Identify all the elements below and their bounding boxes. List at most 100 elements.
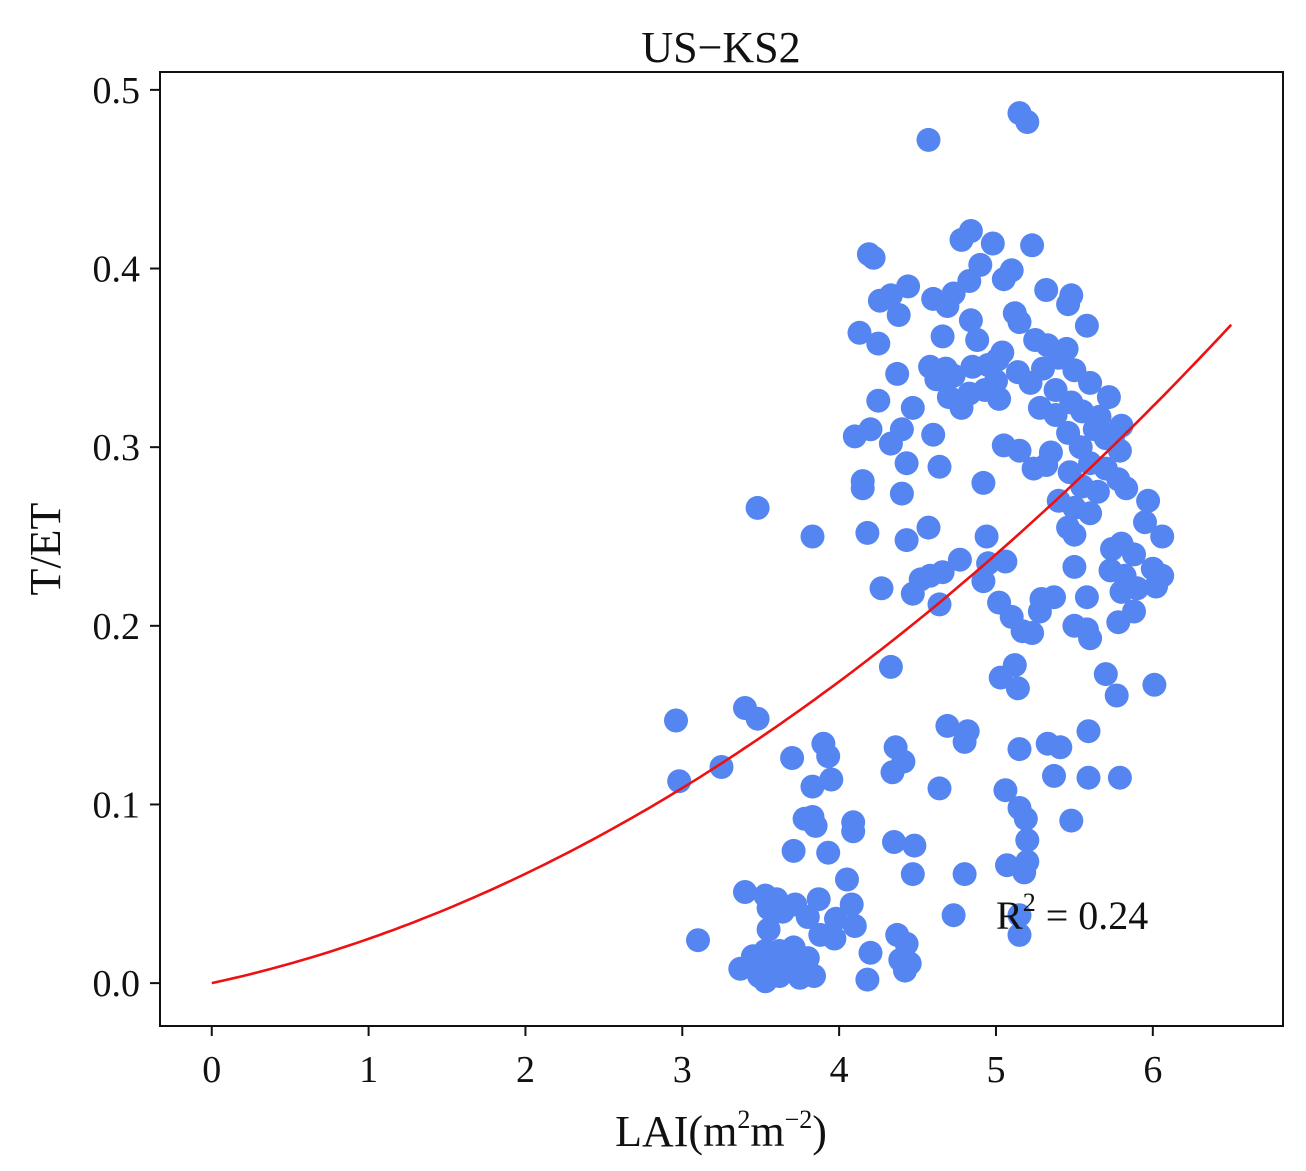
x-axis-title-end: ) (812, 1107, 827, 1156)
x-axis-title: LAI(m2m−2) (615, 1105, 827, 1156)
data-point-22 (886, 303, 911, 327)
r-squared-rest: = 0.24 (1036, 893, 1149, 938)
data-point-152 (935, 713, 960, 738)
scatter-points (664, 101, 1175, 994)
data-point-205 (842, 914, 867, 938)
x-tick-label: 3 (673, 1049, 692, 1091)
data-point-90 (1114, 476, 1139, 501)
data-point-98 (745, 495, 770, 520)
data-point-223 (728, 956, 753, 981)
data-point-186 (816, 840, 841, 865)
data-point-204 (795, 905, 820, 929)
data-point-97 (1078, 501, 1103, 526)
r-squared-sup: 2 (1023, 888, 1036, 917)
data-point-216 (858, 940, 883, 965)
fit-curve (211, 323, 1233, 985)
data-point-5 (980, 231, 1005, 256)
data-point-183 (1015, 828, 1040, 853)
data-point-136 (1106, 610, 1131, 635)
data-point-46 (941, 363, 966, 388)
data-point-167 (1076, 765, 1101, 790)
data-point-206 (756, 917, 781, 942)
data-point-226 (893, 958, 917, 983)
x-axis-title-sup1: 2 (737, 1105, 750, 1134)
x-axis-title-sup2: −2 (785, 1105, 813, 1134)
data-point-170 (819, 767, 844, 792)
data-point-211 (686, 928, 710, 953)
data-point-176 (1013, 806, 1038, 831)
data-point-145 (1093, 662, 1118, 687)
data-point-140 (1010, 619, 1035, 644)
data-point-181 (841, 819, 866, 844)
data-point-144 (988, 665, 1013, 690)
r-squared-annotation: R2 = 0.24 (996, 888, 1148, 938)
y-tick-label: 0.3 (93, 427, 141, 469)
data-point-27 (847, 320, 872, 345)
y-axis-ticks: 0.0 0.1 0.2 0.3 0.4 0.5 (93, 70, 160, 1005)
x-axis-title-mid: m (750, 1107, 784, 1156)
x-tick-label: 6 (1143, 1049, 1162, 1091)
data-point-4 (949, 227, 974, 252)
data-point-141 (1078, 626, 1103, 651)
data-point-135 (1027, 599, 1052, 624)
data-point-166 (1042, 763, 1066, 788)
data-point-107 (894, 528, 919, 553)
data-point-151 (664, 708, 688, 733)
data-point-87 (971, 470, 996, 495)
data-point-39 (960, 354, 985, 379)
data-point-1 (1015, 110, 1040, 134)
data-point-2 (916, 127, 941, 152)
data-point-110 (1100, 537, 1124, 561)
plot-frame (159, 71, 1284, 1027)
data-point-93 (1085, 479, 1110, 504)
data-point-189 (1012, 860, 1037, 885)
data-point-100 (916, 515, 941, 540)
y-axis-title: T/ET (21, 502, 70, 595)
x-tick-label: 1 (359, 1049, 378, 1091)
r-squared-base: R (996, 893, 1023, 938)
data-point-55 (987, 386, 1012, 411)
data-point-122 (971, 569, 996, 594)
data-point-168 (1107, 765, 1132, 790)
data-point-143 (878, 654, 903, 679)
data-point-21 (935, 294, 960, 318)
data-point-82 (1034, 453, 1059, 477)
data-point-113 (993, 549, 1018, 574)
data-point-104 (800, 524, 825, 549)
data-point-103 (1062, 522, 1087, 547)
data-point-73 (878, 431, 903, 456)
y-tick-label: 0.5 (93, 70, 141, 112)
data-point-232 (855, 967, 880, 992)
data-point-49 (1018, 370, 1043, 395)
data-point-180 (803, 813, 828, 838)
data-point-200 (770, 899, 795, 924)
data-point-31 (965, 328, 990, 352)
data-point-106 (1150, 524, 1175, 549)
data-point-171 (800, 774, 825, 799)
data-point-83 (927, 454, 952, 479)
data-point-184 (902, 833, 927, 858)
x-axis-title-base: LAI(m (615, 1107, 737, 1156)
data-point-203 (824, 906, 848, 931)
y-tick-label: 0.1 (93, 784, 141, 826)
data-point-231 (753, 969, 778, 994)
data-point-198 (839, 892, 864, 917)
data-point-121 (918, 563, 943, 588)
data-point-18 (867, 288, 892, 313)
y-tick-label: 0.0 (93, 963, 141, 1005)
data-point-60 (900, 395, 925, 420)
data-point-207 (1007, 922, 1032, 947)
data-point-179 (1059, 808, 1084, 833)
y-tick-label: 0.4 (93, 249, 141, 291)
data-point-154 (1076, 719, 1101, 744)
data-point-146 (1005, 676, 1030, 701)
data-point-72 (921, 422, 946, 447)
data-point-56 (866, 388, 891, 413)
data-point-125 (869, 576, 894, 601)
data-point-95 (1136, 488, 1161, 513)
data-point-161 (816, 744, 841, 769)
data-point-29 (866, 331, 891, 356)
data-point-54 (1096, 385, 1121, 410)
data-point-105 (974, 524, 999, 549)
